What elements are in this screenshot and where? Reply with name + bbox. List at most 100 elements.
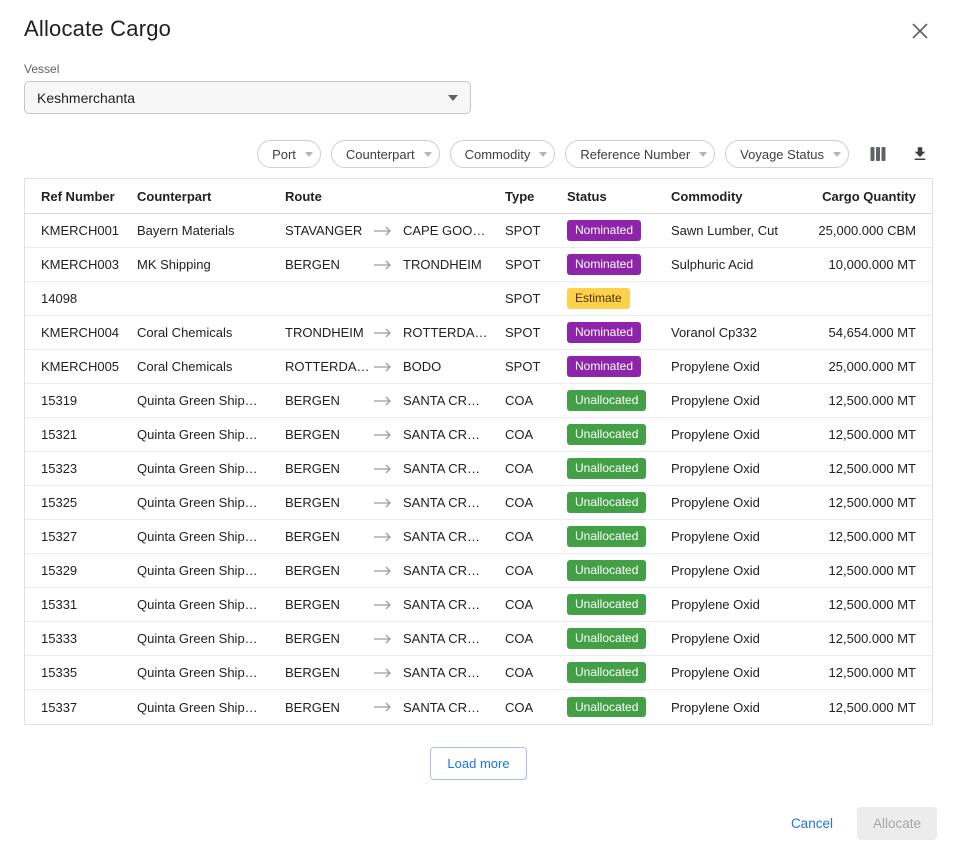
dialog-header: Allocate Cargo <box>24 0 933 44</box>
header-qty: Cargo Quantity <box>822 188 916 204</box>
filter-chip-label: Voyage Status <box>740 146 824 162</box>
table-row[interactable]: 15333 Quinta Green Ship… BERGEN SANTA CR… CO… <box>25 622 932 656</box>
route-arrow-icon <box>373 668 403 678</box>
cell-commodity: Voranol Cp332 <box>671 325 758 340</box>
cell-commodity: Sawn Lumber, Cut <box>671 223 778 238</box>
cell-counterpart: Quinta Green Ship… <box>137 529 258 544</box>
cell-ref: 15321 <box>41 427 78 442</box>
cell-type: SPOT <box>505 223 541 238</box>
table-row[interactable]: 15327 Quinta Green Ship… BERGEN SANTA CR… CO… <box>25 520 932 554</box>
download-icon[interactable] <box>907 141 933 167</box>
cell-ref: 14098 <box>41 291 78 306</box>
filter-chip-commodity[interactable]: Commodity <box>449 140 556 168</box>
cell-counterpart: Coral Chemicals <box>137 359 233 374</box>
allocate-button[interactable]: Allocate <box>856 807 937 840</box>
table-row[interactable]: KMERCH003 MK Shipping BERGEN TRONDHEIM SPOT N… <box>25 248 932 282</box>
table-row[interactable]: 15321 Quinta Green Ship… BERGEN SANTA CR… CO… <box>25 418 932 452</box>
cell-counterpart: Quinta Green Ship… <box>137 699 258 715</box>
filter-chip-label: Reference Number <box>580 146 691 162</box>
chevron-down-icon <box>448 94 458 101</box>
filter-chip-counterpart[interactable]: Counterpart <box>330 140 440 168</box>
filter-chip-port[interactable]: Port <box>257 140 321 168</box>
vessel-select[interactable]: Keshmerchanta <box>24 81 471 114</box>
dialog-footer: Cancel Allocate <box>777 807 937 840</box>
chevron-down-icon <box>699 151 708 157</box>
cell-qty: 54,654.000 MT <box>828 325 916 340</box>
table-body: KMERCH001 Bayern Materials STAVANGER CAPE G… <box>25 214 932 724</box>
cell-route-from: BERGEN <box>285 631 340 646</box>
cell-route-to: CAPE GOO… <box>403 223 486 238</box>
cell-ref: 15337 <box>41 699 78 715</box>
cell-route-from: BERGEN <box>285 427 340 442</box>
header-type: Type <box>505 188 535 204</box>
filter-chip-reference-number[interactable]: Reference Number <box>565 140 716 168</box>
close-icon[interactable] <box>907 18 933 44</box>
cell-type: SPOT <box>505 257 541 272</box>
cell-commodity: Propylene Oxid <box>671 665 760 680</box>
cell-type: SPOT <box>505 359 541 374</box>
cell-counterpart: Quinta Green Ship… <box>137 495 258 510</box>
status-badge: Nominated <box>567 356 642 377</box>
status-badge: Unallocated <box>567 424 647 445</box>
cell-route-to: SANTA CR… <box>403 699 481 715</box>
filter-chip-label: Port <box>272 146 296 162</box>
table-row[interactable]: 14098 SPOT Estimate <box>25 282 932 316</box>
table-row[interactable]: 15331 Quinta Green Ship… BERGEN SANTA CR… CO… <box>25 588 932 622</box>
columns-icon[interactable] <box>865 141 891 167</box>
cell-commodity: Propylene Oxid <box>671 699 760 715</box>
cell-ref: 15323 <box>41 461 78 476</box>
status-badge: Estimate <box>567 288 630 309</box>
cell-route-from: BERGEN <box>285 665 340 680</box>
filter-chip-label: Commodity <box>464 146 531 162</box>
route-arrow-icon <box>373 226 403 236</box>
cell-ref: 15333 <box>41 631 78 646</box>
cell-commodity: Propylene Oxid <box>671 393 760 408</box>
table-row[interactable]: KMERCH001 Bayern Materials STAVANGER CAPE G… <box>25 214 932 248</box>
header-counterpart: Counterpart <box>137 188 212 204</box>
route-arrow-icon <box>373 464 403 474</box>
cell-counterpart: Quinta Green Ship… <box>137 461 258 476</box>
table-row[interactable]: 15329 Quinta Green Ship… BERGEN SANTA CR… CO… <box>25 554 932 588</box>
filter-chip-voyage-status[interactable]: Voyage Status <box>725 140 849 168</box>
cancel-button[interactable]: Cancel <box>777 807 847 840</box>
cell-type: COA <box>505 665 534 680</box>
table-row[interactable]: 15319 Quinta Green Ship… BERGEN SANTA CR… CO… <box>25 384 932 418</box>
cell-qty: 12,500.000 MT <box>828 699 916 715</box>
route-arrow-icon <box>373 260 403 270</box>
route-arrow-icon <box>373 566 403 576</box>
status-badge: Unallocated <box>567 458 647 479</box>
cell-counterpart: Quinta Green Ship… <box>137 665 258 680</box>
route-arrow-icon <box>373 328 403 338</box>
table-row[interactable]: 15325 Quinta Green Ship… BERGEN SANTA CR… CO… <box>25 486 932 520</box>
cell-qty: 12,500.000 MT <box>828 393 916 408</box>
route-arrow-icon <box>373 498 403 508</box>
load-more-button[interactable]: Load more <box>430 747 527 780</box>
cell-commodity: Propylene Oxid <box>671 427 760 442</box>
cell-type: COA <box>505 699 534 715</box>
table-row[interactable]: 15323 Quinta Green Ship… BERGEN SANTA CR… CO… <box>25 452 932 486</box>
cell-ref: 15327 <box>41 529 78 544</box>
status-badge: Unallocated <box>567 560 647 581</box>
table-row[interactable]: KMERCH004 Coral Chemicals TRONDHEIM ROTTERD… <box>25 316 932 350</box>
cell-route-from: BERGEN <box>285 563 340 578</box>
vessel-field: Vessel Keshmerchanta <box>24 62 933 114</box>
cell-ref: 15335 <box>41 665 78 680</box>
table-header-row: Ref Number Counterpart Route Type Status… <box>25 179 932 214</box>
cell-status: Unallocated <box>567 526 671 547</box>
cell-route-from: ROTTERDA… <box>285 359 370 374</box>
table-row[interactable]: 15335 Quinta Green Ship… BERGEN SANTA CR… CO… <box>25 656 932 690</box>
table-row[interactable]: KMERCH005 Coral Chemicals ROTTERDA… BODO SPO… <box>25 350 932 384</box>
cell-ref: KMERCH005 <box>41 359 120 374</box>
route-arrow-icon <box>373 430 403 440</box>
chevron-down-icon <box>304 151 313 157</box>
table-row[interactable]: 15337 Quinta Green Ship… BERGEN SANTA CR… CO… <box>25 690 932 724</box>
cell-status: Unallocated <box>567 492 671 513</box>
cell-counterpart: Quinta Green Ship… <box>137 393 258 408</box>
cell-route-from: STAVANGER <box>285 223 363 238</box>
status-badge: Unallocated <box>567 628 647 649</box>
cell-route-to: BODO <box>403 359 442 374</box>
cell-status: Nominated <box>567 356 671 377</box>
cell-status: Unallocated <box>567 662 671 683</box>
cell-qty: 12,500.000 MT <box>828 427 916 442</box>
